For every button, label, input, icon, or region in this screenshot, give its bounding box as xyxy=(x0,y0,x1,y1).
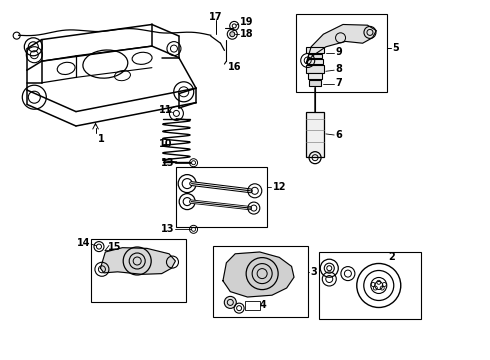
Bar xyxy=(176,167,267,227)
Text: 18: 18 xyxy=(240,29,254,39)
Text: 17: 17 xyxy=(209,12,222,22)
Text: 14: 14 xyxy=(77,238,91,248)
Bar xyxy=(308,73,322,79)
Text: 8: 8 xyxy=(336,64,343,75)
Text: 6: 6 xyxy=(336,130,343,140)
Bar xyxy=(213,246,308,317)
Text: 15: 15 xyxy=(108,242,122,252)
Bar xyxy=(318,252,421,319)
Bar xyxy=(308,54,322,58)
Bar xyxy=(307,59,323,64)
Text: 11: 11 xyxy=(159,105,173,115)
Text: 1: 1 xyxy=(98,134,105,144)
Text: 4: 4 xyxy=(260,300,267,310)
Text: 7: 7 xyxy=(336,78,343,88)
Text: 13: 13 xyxy=(160,158,174,168)
Bar xyxy=(296,14,387,92)
Text: 13: 13 xyxy=(160,224,174,234)
Text: 19: 19 xyxy=(240,17,254,27)
Bar xyxy=(245,301,260,310)
Bar xyxy=(306,65,324,73)
Polygon shape xyxy=(306,24,376,63)
Bar xyxy=(306,47,324,53)
Bar xyxy=(306,112,324,157)
Bar xyxy=(309,80,321,86)
Polygon shape xyxy=(100,248,175,274)
Circle shape xyxy=(224,296,236,309)
Text: 16: 16 xyxy=(228,62,242,72)
Text: 5: 5 xyxy=(392,42,399,53)
Text: 3: 3 xyxy=(310,267,317,277)
Bar xyxy=(91,239,186,302)
Text: 12: 12 xyxy=(272,182,286,192)
Text: 10: 10 xyxy=(159,139,173,149)
Polygon shape xyxy=(223,252,294,297)
Text: 2: 2 xyxy=(389,252,395,262)
Text: 9: 9 xyxy=(336,47,343,57)
Circle shape xyxy=(230,32,235,37)
